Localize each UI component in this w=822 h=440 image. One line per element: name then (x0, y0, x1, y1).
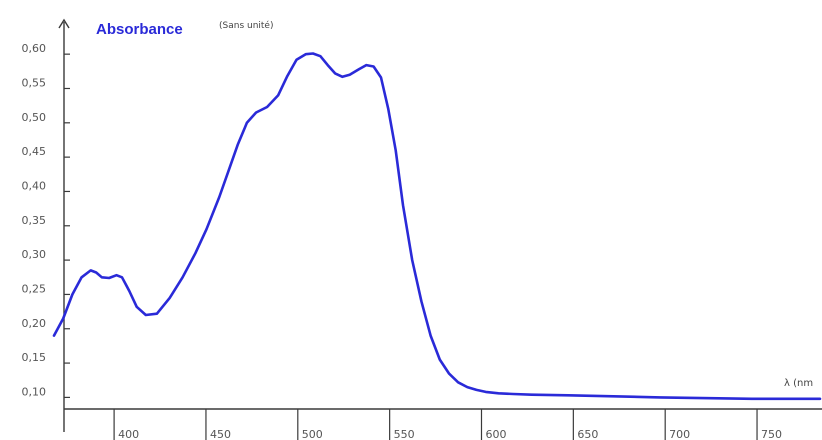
y-axis-ticks: 0,10 0,15 0,20 0,25 0,30 0,35 0,40 0,45 0,50 0,55… (22, 42, 70, 398)
x-tick-label: 600 (485, 428, 506, 440)
y-tick-label: 0,30 (22, 248, 47, 261)
x-axis-label: λ (nm (784, 378, 813, 389)
x-tick-label: 450 (210, 428, 231, 440)
y-tick-label: 0,25 (22, 282, 47, 295)
y-tick-label: 0,55 (22, 76, 47, 89)
y-tick-label: 0,50 (22, 111, 47, 124)
chart-title-unit: (Sans unité) (219, 20, 273, 31)
y-tick-label: 0,15 (22, 351, 47, 364)
absorbance-series-line (52, 52, 822, 401)
x-tick-label: 550 (394, 428, 415, 440)
x-tick-label: 500 (302, 428, 323, 440)
chart-title: Absorbance (96, 21, 183, 38)
x-tick-label: 750 (761, 428, 782, 440)
y-tick-label: 0,60 (22, 42, 47, 55)
x-tick-label: 650 (577, 428, 598, 440)
x-tick-label: 700 (669, 428, 690, 440)
y-tick-label: 0,10 (22, 385, 47, 398)
y-tick-label: 0,40 (22, 179, 47, 192)
y-tick-label: 0,35 (22, 214, 47, 227)
y-tick-label: 0,20 (22, 317, 47, 330)
y-tick-label: 0,45 (22, 145, 47, 158)
y-axis-arrow-icon (58, 18, 70, 29)
x-axis-ticks: 400 450 500 550 600 650 700 750 (113, 409, 782, 440)
x-tick-label: 400 (118, 428, 139, 440)
